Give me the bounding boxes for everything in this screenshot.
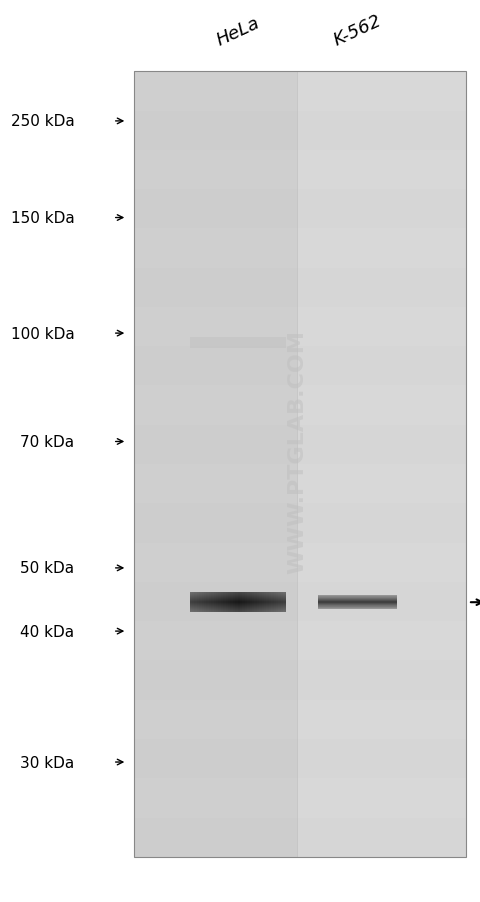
Bar bbox=[264, 593, 266, 612]
Bar bbox=[197, 593, 199, 612]
Bar bbox=[134, 543, 466, 583]
Bar bbox=[134, 346, 466, 386]
Bar bbox=[266, 593, 269, 612]
Text: 150 kDa: 150 kDa bbox=[11, 211, 74, 226]
Bar bbox=[262, 593, 264, 612]
FancyBboxPatch shape bbox=[134, 72, 297, 857]
Bar bbox=[235, 593, 238, 612]
Bar bbox=[278, 593, 281, 612]
Text: 50 kDa: 50 kDa bbox=[20, 561, 74, 575]
Bar bbox=[134, 269, 466, 308]
Bar bbox=[134, 583, 466, 621]
Bar bbox=[134, 503, 466, 543]
Bar bbox=[134, 189, 466, 229]
Bar bbox=[226, 593, 228, 612]
Bar bbox=[202, 593, 204, 612]
Bar bbox=[283, 593, 286, 612]
Bar bbox=[228, 593, 230, 612]
Bar bbox=[218, 593, 221, 612]
Bar bbox=[134, 111, 466, 151]
Bar bbox=[134, 386, 466, 425]
Bar bbox=[257, 593, 259, 612]
FancyBboxPatch shape bbox=[134, 72, 466, 857]
Bar bbox=[204, 593, 206, 612]
Text: 40 kDa: 40 kDa bbox=[20, 624, 74, 639]
Text: K-562: K-562 bbox=[331, 12, 384, 50]
Bar bbox=[190, 593, 192, 612]
Bar bbox=[134, 465, 466, 503]
Bar bbox=[134, 660, 466, 700]
Bar bbox=[134, 151, 466, 190]
Bar bbox=[259, 593, 262, 612]
Text: 70 kDa: 70 kDa bbox=[20, 435, 74, 449]
Bar bbox=[209, 593, 211, 612]
Bar bbox=[245, 593, 247, 612]
Bar bbox=[269, 593, 271, 612]
Bar bbox=[134, 72, 466, 111]
Bar bbox=[242, 593, 245, 612]
Text: HeLa: HeLa bbox=[213, 14, 262, 50]
Bar bbox=[240, 593, 242, 612]
Bar bbox=[247, 593, 250, 612]
Bar bbox=[221, 593, 223, 612]
Bar bbox=[134, 621, 466, 660]
Bar bbox=[214, 593, 216, 612]
Bar bbox=[134, 778, 466, 817]
Bar bbox=[252, 593, 254, 612]
Text: 100 kDa: 100 kDa bbox=[11, 327, 74, 341]
Bar bbox=[276, 593, 278, 612]
Bar bbox=[254, 593, 257, 612]
Bar bbox=[134, 817, 466, 857]
Bar bbox=[271, 593, 274, 612]
FancyBboxPatch shape bbox=[190, 337, 286, 348]
Bar bbox=[223, 593, 226, 612]
Bar bbox=[134, 229, 466, 269]
Text: WWW.PTGLAB.COM: WWW.PTGLAB.COM bbox=[288, 329, 308, 573]
Text: 250 kDa: 250 kDa bbox=[11, 115, 74, 129]
Bar bbox=[134, 308, 466, 346]
Bar bbox=[134, 72, 466, 857]
Bar bbox=[250, 593, 252, 612]
Bar bbox=[194, 593, 197, 612]
Bar bbox=[134, 740, 466, 778]
Bar bbox=[134, 426, 466, 465]
Bar bbox=[274, 593, 276, 612]
Bar bbox=[230, 593, 233, 612]
Bar bbox=[199, 593, 202, 612]
Bar bbox=[192, 593, 194, 612]
Bar bbox=[216, 593, 218, 612]
Text: 30 kDa: 30 kDa bbox=[20, 755, 74, 769]
Bar bbox=[238, 593, 240, 612]
Bar bbox=[206, 593, 209, 612]
Bar bbox=[233, 593, 235, 612]
Bar bbox=[281, 593, 283, 612]
Bar bbox=[211, 593, 214, 612]
Bar bbox=[134, 700, 466, 740]
